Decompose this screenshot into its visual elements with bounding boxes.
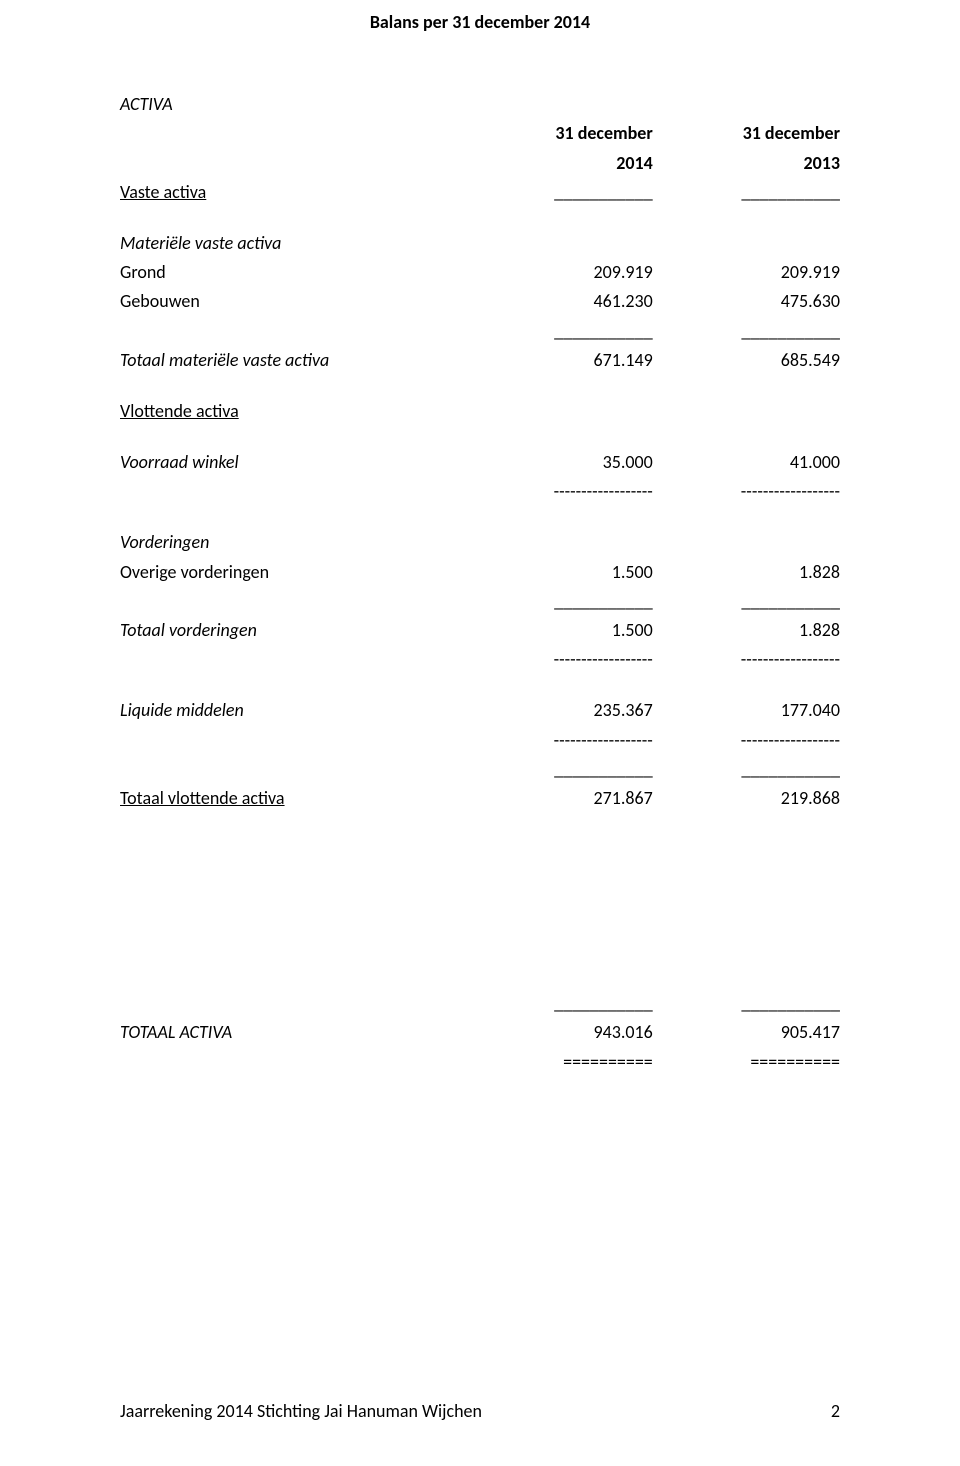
- col1-header-line2: 2014: [466, 149, 653, 178]
- materiele-vaste-activa-heading: Materiële vaste activa: [120, 229, 466, 258]
- totaal-mva-label: Totaal materiële vaste activa: [120, 346, 466, 375]
- separator-underline: ___________: [466, 178, 653, 207]
- totaal-activa-v1: 943.016: [466, 1018, 653, 1047]
- separator-underline: ___________: [653, 587, 840, 616]
- grond-v1: 209.919: [466, 258, 653, 287]
- voorraad-winkel-v2: 41.000: [653, 448, 840, 477]
- gebouwen-label: Gebouwen: [120, 287, 466, 316]
- activa-heading: ACTIVA: [120, 90, 466, 119]
- liquide-middelen-label: Liquide middelen: [120, 696, 466, 725]
- col1-header-line1: 31 december: [466, 119, 653, 148]
- totaal-vorderingen-v1: 1.500: [466, 616, 653, 645]
- overige-vorderingen-v2: 1.828: [653, 558, 840, 587]
- totaal-activa-v2: 905.417: [653, 1018, 840, 1047]
- separator-dash: ------------------: [653, 477, 840, 506]
- separator-dash: ------------------: [466, 645, 653, 674]
- balance-table: ACTIVA 31 december 31 december 2014 2013…: [120, 90, 840, 1077]
- separator-underline: ___________: [653, 755, 840, 784]
- separator-underline: ___________: [653, 178, 840, 207]
- separator-underline: ___________: [653, 317, 840, 346]
- separator-underline: ___________: [466, 755, 653, 784]
- separator-underline: ___________: [466, 317, 653, 346]
- col2-header-line2: 2013: [653, 149, 840, 178]
- totaal-mva-v2: 685.549: [653, 346, 840, 375]
- totaal-vlottende-label: Totaal vlottende activa: [120, 784, 466, 813]
- overige-vorderingen-label: Overige vorderingen: [120, 558, 466, 587]
- gebouwen-v2: 475.630: [653, 287, 840, 316]
- voorraad-winkel-label: Voorraad winkel: [120, 448, 466, 477]
- separator-underline: ___________: [653, 989, 840, 1018]
- separator-dash: ------------------: [466, 477, 653, 506]
- separator-dash: ------------------: [653, 726, 840, 755]
- grond-v2: 209.919: [653, 258, 840, 287]
- footer-text: Jaarrekening 2014 Stichting Jai Hanuman …: [120, 1399, 482, 1424]
- vaste-activa-heading: Vaste activa: [120, 178, 466, 207]
- totaal-vlottende-v1: 271.867: [466, 784, 653, 813]
- page-footer: Jaarrekening 2014 Stichting Jai Hanuman …: [120, 1399, 840, 1424]
- totaal-vorderingen-label: Totaal vorderingen: [120, 616, 466, 645]
- separator-underline: ___________: [466, 587, 653, 616]
- separator-dash: ------------------: [466, 726, 653, 755]
- separator-underline: ___________: [466, 989, 653, 1018]
- col2-header-line1: 31 december: [653, 119, 840, 148]
- liquide-middelen-v2: 177.040: [653, 696, 840, 725]
- separator-dash: ------------------: [653, 645, 840, 674]
- gebouwen-v1: 461.230: [466, 287, 653, 316]
- vlottende-activa-heading: Vlottende activa: [120, 397, 466, 426]
- totaal-vlottende-v2: 219.868: [653, 784, 840, 813]
- vorderingen-heading: Vorderingen: [120, 528, 466, 557]
- separator-double: ==========: [653, 1048, 840, 1077]
- page-title: Balans per 31 december 2014: [120, 10, 840, 35]
- totaal-vorderingen-v2: 1.828: [653, 616, 840, 645]
- liquide-middelen-v1: 235.367: [466, 696, 653, 725]
- separator-double: ==========: [466, 1048, 653, 1077]
- voorraad-winkel-v1: 35.000: [466, 448, 653, 477]
- grond-label: Grond: [120, 258, 466, 287]
- overige-vorderingen-v1: 1.500: [466, 558, 653, 587]
- totaal-mva-v1: 671.149: [466, 346, 653, 375]
- totaal-activa-label: TOTAAL ACTIVA: [120, 1018, 466, 1047]
- footer-page-number: 2: [831, 1399, 840, 1424]
